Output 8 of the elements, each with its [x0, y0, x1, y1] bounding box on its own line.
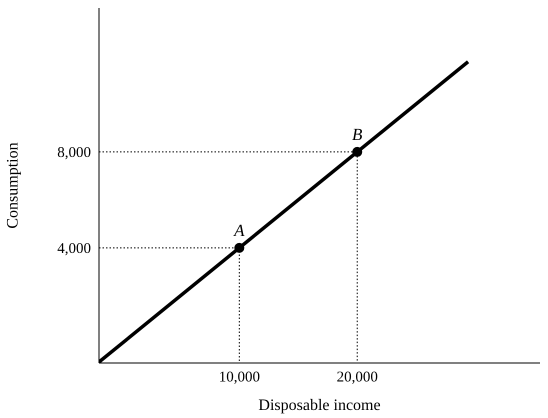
x-tick-label: 20,000	[336, 370, 378, 386]
annotation: A	[233, 220, 246, 240]
y-axis-title: Consumption	[4, 142, 22, 229]
y-tick-label: 8,000	[57, 145, 91, 162]
x-tick-label: 10,000	[218, 370, 260, 386]
y-tick-label: 4,000	[57, 241, 91, 258]
annotation: B	[352, 124, 364, 144]
x-axis-title: Disposable income	[258, 397, 381, 414]
